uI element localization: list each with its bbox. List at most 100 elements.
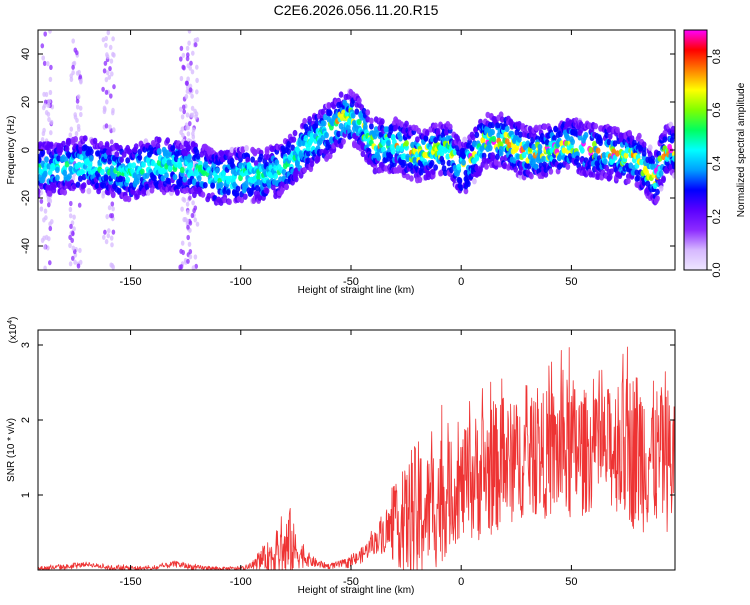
spectral-cell	[415, 136, 420, 143]
spectral-cell	[215, 167, 220, 174]
spectral-cell	[111, 110, 115, 116]
spectral-cell	[68, 132, 73, 138]
spectral-cell	[106, 233, 111, 239]
spectral-cell	[88, 148, 94, 155]
spectral-cell	[78, 74, 83, 80]
spectral-cell	[78, 175, 83, 182]
spectral-cell	[356, 97, 362, 104]
spectral-cell	[383, 165, 389, 172]
spectral-cell	[499, 116, 505, 123]
spectral-cell	[154, 164, 160, 171]
y-tick-label: 20	[20, 96, 32, 108]
spectral-cell	[472, 178, 477, 185]
spectral-cell	[350, 112, 356, 119]
spectral-cell	[321, 120, 327, 127]
spectral-cell	[369, 123, 374, 130]
spectral-cell	[636, 132, 642, 140]
spectral-cell	[575, 155, 580, 162]
spectral-cell	[384, 126, 390, 133]
spectral-cell	[182, 176, 188, 183]
x-tick-label: 50	[565, 576, 577, 588]
spectral-cell	[498, 111, 504, 118]
spectral-cell	[553, 126, 558, 133]
spectral-cell	[139, 168, 145, 175]
spectral-cell	[172, 173, 178, 181]
spectrogram-y-ticks: -40 -20 0 20 40	[20, 48, 675, 254]
spectral-cell	[81, 173, 87, 181]
spectral-cell	[109, 235, 114, 241]
spectral-cell	[612, 140, 618, 147]
spectral-cell	[244, 145, 249, 152]
spectral-cell	[579, 147, 585, 154]
spectral-cell	[376, 154, 382, 161]
spectral-cell	[466, 180, 471, 187]
spectral-cell	[615, 126, 620, 134]
spectral-cell	[130, 188, 136, 196]
spectral-cell	[109, 213, 113, 219]
spectral-cell	[516, 136, 522, 143]
spectral-cell	[190, 212, 195, 219]
spectral-cell	[577, 134, 583, 141]
spectral-cell	[533, 163, 539, 171]
spectral-cell	[48, 141, 54, 148]
spectral-cell	[43, 208, 48, 214]
spectrogram-x-ticks: -150 -100 -50 0 50	[120, 30, 578, 288]
spectral-cell	[39, 198, 44, 204]
spectral-cell	[181, 249, 185, 256]
spectral-cell	[309, 132, 315, 139]
spectral-cell	[452, 164, 458, 171]
spectral-cell	[433, 122, 438, 129]
spectral-cell	[609, 168, 614, 175]
y-tick-label: 3	[20, 342, 32, 348]
spectral-cell	[112, 84, 116, 90]
spectral-cell	[40, 137, 45, 143]
spectral-cell	[539, 132, 545, 140]
spectral-cell	[369, 117, 374, 125]
spectral-cell	[73, 259, 77, 265]
spectral-cell	[189, 112, 193, 118]
spectral-cell	[175, 189, 180, 196]
spectral-cell	[327, 109, 333, 117]
spectral-cell	[401, 153, 407, 160]
spectral-cell	[108, 66, 112, 72]
spectral-cell	[601, 152, 607, 159]
spectral-cell	[173, 161, 179, 168]
spectral-cell	[44, 156, 49, 163]
spectral-cell	[165, 137, 171, 144]
spectral-cell	[46, 102, 51, 108]
spectral-cell	[40, 237, 45, 243]
spectral-cell	[156, 148, 162, 156]
spectral-cell	[470, 134, 476, 141]
spectral-cell	[79, 111, 83, 118]
spectral-cell	[125, 176, 131, 183]
x-tick-label: 0	[458, 276, 464, 288]
spectral-cell	[446, 159, 452, 167]
spectral-cell	[623, 152, 629, 159]
spectral-cell	[69, 200, 73, 207]
spectral-cell	[239, 196, 245, 204]
spectral-cell	[542, 123, 548, 130]
spectral-cell	[490, 121, 495, 129]
spectral-cell	[593, 152, 599, 159]
x-tick-label: -150	[120, 576, 142, 588]
spectral-cell	[398, 135, 403, 142]
spectral-cell	[102, 234, 106, 240]
spectral-cell	[336, 130, 341, 138]
spectral-cell	[181, 52, 186, 58]
spectral-cell	[444, 128, 449, 136]
spectral-cell	[43, 31, 47, 37]
spectral-cell	[595, 147, 601, 154]
spectral-cell	[187, 241, 192, 247]
spectral-cell	[512, 157, 517, 164]
spectral-cell	[48, 260, 52, 266]
spectral-cell	[78, 105, 83, 111]
spectral-cell	[47, 202, 51, 208]
spectral-cell	[474, 131, 480, 139]
spectral-cell	[440, 159, 446, 166]
spectral-cell	[590, 171, 596, 178]
spectral-cell	[652, 182, 658, 189]
spectrogram-panel: -150 -100 -50 0 50 -40 -20 0 20 40 Height of str…	[6, 29, 676, 296]
spectral-cell	[51, 187, 57, 194]
spectral-cell	[41, 55, 45, 61]
